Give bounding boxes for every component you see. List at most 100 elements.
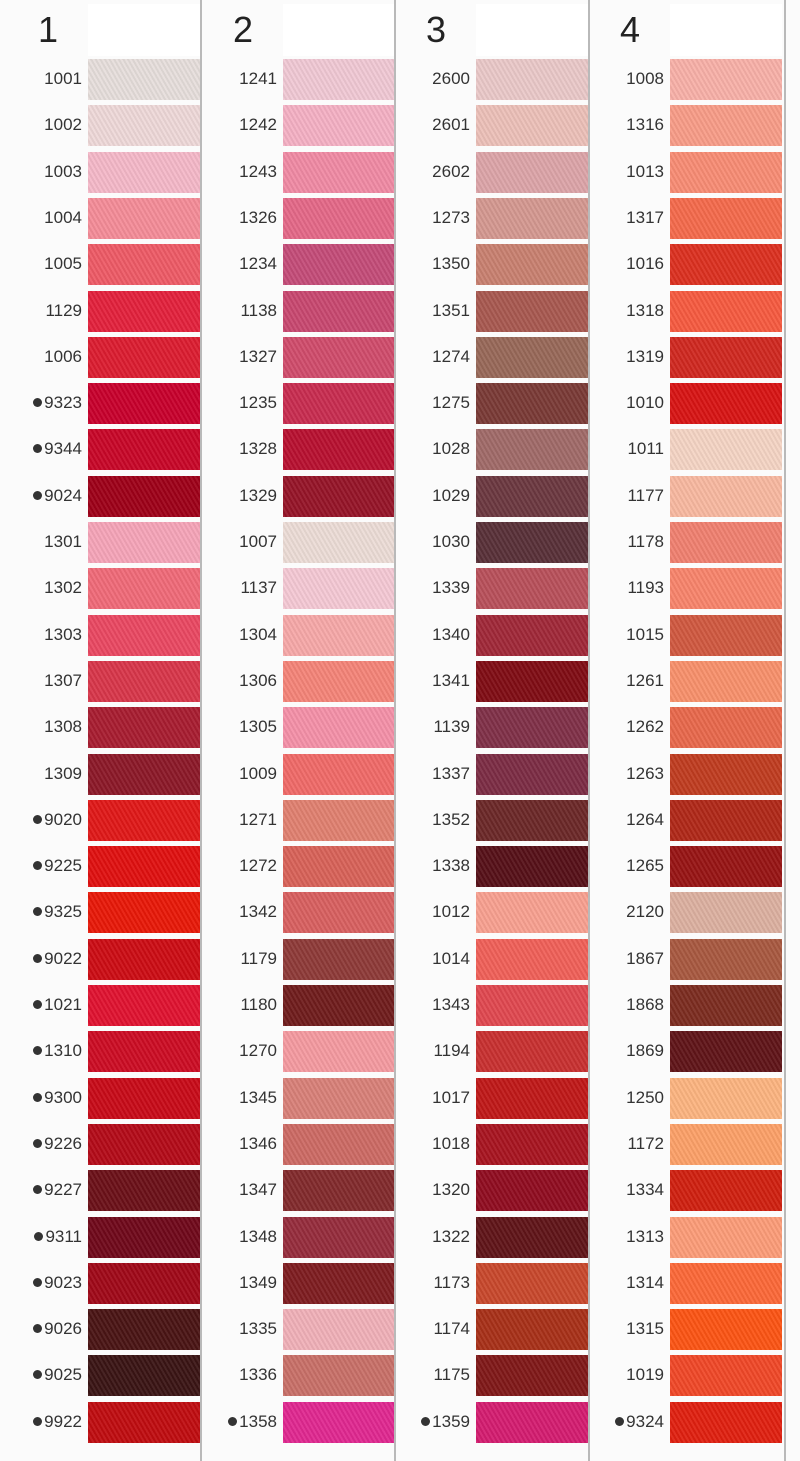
thread-row: 9311 [10,1215,202,1261]
thread-code: 1013 [626,161,664,181]
color-swatch [670,105,782,147]
color-swatch [88,1401,200,1443]
color-swatch [476,568,588,610]
thread-row: 1139 [398,705,590,751]
column-divider [200,0,202,1461]
thread-label: 1030 [398,530,470,554]
thread-row: 1315 [592,1307,784,1353]
thread-row: 9324 [592,1400,784,1446]
color-swatch [476,1031,588,1073]
thread-label: 1250 [592,1086,664,1110]
color-swatch [283,1355,395,1397]
thread-code: 1008 [626,69,664,88]
color-swatch [670,197,782,239]
thread-row: 1341 [398,659,590,705]
thread-row: 1313 [592,1215,784,1261]
thread-label: 9227 [10,1178,82,1202]
thread-code: 1029 [432,485,470,505]
thread-row: 1242 [205,103,397,149]
thread-label: 1019 [592,1363,664,1387]
bullet-icon [33,861,43,871]
color-swatch [283,475,395,517]
thread-label: 9024 [10,484,82,508]
thread-code: 1328 [239,439,277,459]
color-swatch [670,1123,782,1165]
thread-label: 1301 [10,530,82,554]
thread-label: 1350 [398,252,470,276]
thread-label: 1018 [398,1132,470,1156]
thread-code: 1193 [627,578,664,598]
thread-label: 1342 [205,900,277,924]
thread-label: 1270 [205,1039,277,1063]
thread-code: 1346 [239,1133,277,1153]
thread-row: 1308 [10,705,202,751]
thread-row: 1319 [592,335,784,381]
thread-code: 9325 [44,902,82,922]
color-swatch [476,429,588,471]
color-swatch [670,1077,782,1119]
thread-code: 1002 [44,115,82,135]
thread-row: 1001 [10,57,202,103]
thread-row: 1349 [205,1261,397,1307]
thread-code: 1320 [432,1180,470,1200]
thread-code: 1004 [44,207,82,227]
thread-code: 1007 [239,532,277,551]
color-swatch [476,1170,588,1212]
thread-label: 1318 [592,299,664,323]
thread-label: 1339 [398,576,470,600]
thread-label: 1006 [10,345,82,369]
thread-row: 1018 [398,1122,590,1168]
thread-label: 1328 [205,437,277,461]
thread-code: 1314 [626,1272,664,1292]
thread-row: 1180 [205,983,397,1029]
thread-row: 1263 [592,752,784,798]
color-swatch [670,985,782,1026]
thread-row: 1343 [398,983,590,1029]
thread-row: 1327 [205,335,397,381]
color-swatch [88,151,200,193]
color-swatch [476,475,588,517]
color-swatch [670,1401,782,1443]
thread-row: 1250 [592,1076,784,1122]
color-swatch [476,1309,588,1351]
thread-row: 1350 [398,242,590,288]
thread-label: 1319 [592,345,664,369]
thread-row: 1335 [205,1307,397,1353]
thread-label: 1310 [10,1039,82,1063]
color-swatch [476,1262,588,1304]
thread-code: 1012 [432,902,470,922]
thread-row: 1346 [205,1122,397,1168]
color-swatch [670,1309,782,1351]
thread-code: 1250 [626,1087,664,1107]
thread-code: 2120 [626,902,664,922]
thread-label: 9022 [10,947,82,971]
thread-code: 1350 [432,254,470,274]
thread-label: 1017 [398,1086,470,1110]
thread-label: 1348 [205,1225,277,1249]
thread-row: 1307 [10,659,202,705]
thread-row: 1869 [592,1029,784,1075]
bullet-icon [33,1000,43,1009]
thread-row: 1358 [205,1400,397,1446]
thread-code: 1359 [432,1411,470,1431]
thread-code: 1180 [240,995,277,1014]
thread-label: 1009 [205,762,277,786]
thread-code: 9023 [44,1272,82,1292]
thread-row: 2120 [592,890,784,936]
thread-code: 1341 [432,670,470,690]
color-swatch [88,1123,200,1165]
thread-row: 1243 [205,150,397,196]
color-swatch [283,1031,395,1073]
color-swatch [476,1077,588,1119]
thread-code: 1241 [239,69,277,88]
color-swatch [670,799,782,841]
thread-label: 9225 [10,854,82,878]
thread-row: 1320 [398,1168,590,1214]
thread-code: 1343 [432,995,470,1014]
thread-row: 1270 [205,1029,397,1075]
thread-row: 1172 [592,1122,784,1168]
color-swatch [476,522,588,563]
thread-row: 1309 [10,752,202,798]
color-swatch [476,707,588,749]
thread-label: 1340 [398,623,470,647]
